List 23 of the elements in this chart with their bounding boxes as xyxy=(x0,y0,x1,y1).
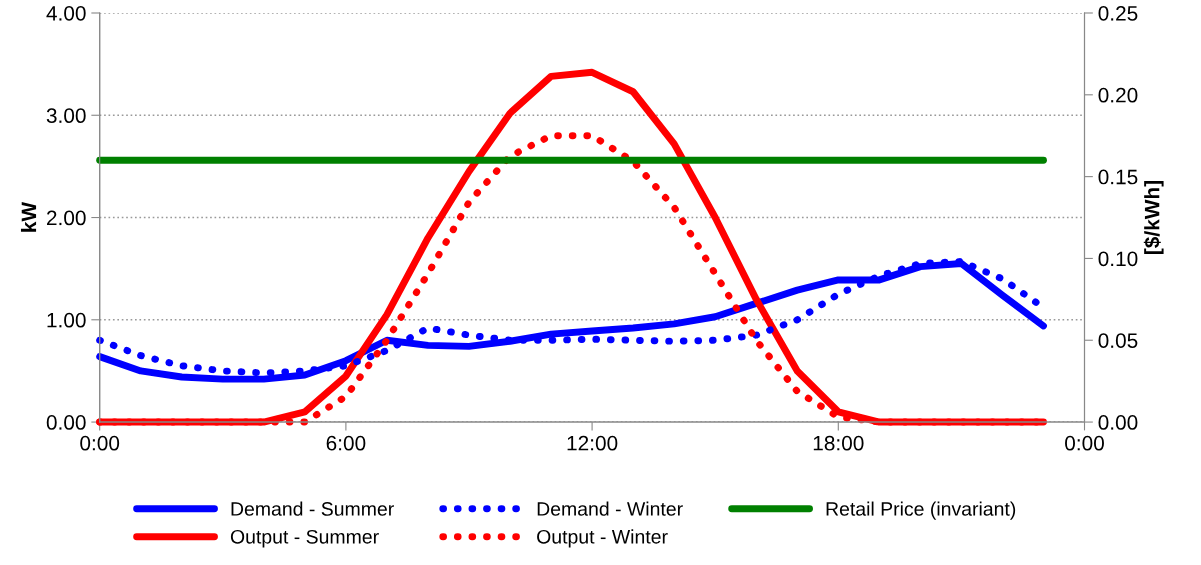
y2-tick-label: 0.10 xyxy=(1098,251,1138,267)
y2-tick-label: 0.20 xyxy=(1098,87,1138,103)
legend-label: Output - Summer xyxy=(230,529,379,548)
y-axis-title: kW xyxy=(20,201,37,232)
x-tick-label: 18:00 xyxy=(813,435,864,451)
legend-label: Demand - Summer xyxy=(231,501,394,516)
x-tick-label: 12:00 xyxy=(567,435,618,451)
legend-label: Demand - Winter xyxy=(537,501,683,516)
y-tick-label: 3.00 xyxy=(46,108,86,124)
y-tick-label: 0.00 xyxy=(46,415,86,430)
y2-tick-label: 0.00 xyxy=(1098,415,1138,430)
y2-tick-label: 0.15 xyxy=(1098,169,1138,185)
y-tick-label: 2.00 xyxy=(46,210,86,226)
legend-label: Output - Winter xyxy=(537,529,668,548)
y2-tick-label: 0.25 xyxy=(1098,6,1138,21)
x-tick-label: 0:00 xyxy=(80,435,120,451)
y-tick-label: 1.00 xyxy=(47,312,86,328)
y-tick-label: 4.00 xyxy=(46,6,86,21)
y2-tick-label: 0.05 xyxy=(1098,333,1138,348)
legend-label: Retail Price (invariant) xyxy=(826,501,1016,520)
x-tick-label: 6:00 xyxy=(326,435,366,451)
x-tick-label: 0:00 xyxy=(1065,435,1104,451)
y2-axis-title: [$/kWh] xyxy=(1143,181,1164,254)
